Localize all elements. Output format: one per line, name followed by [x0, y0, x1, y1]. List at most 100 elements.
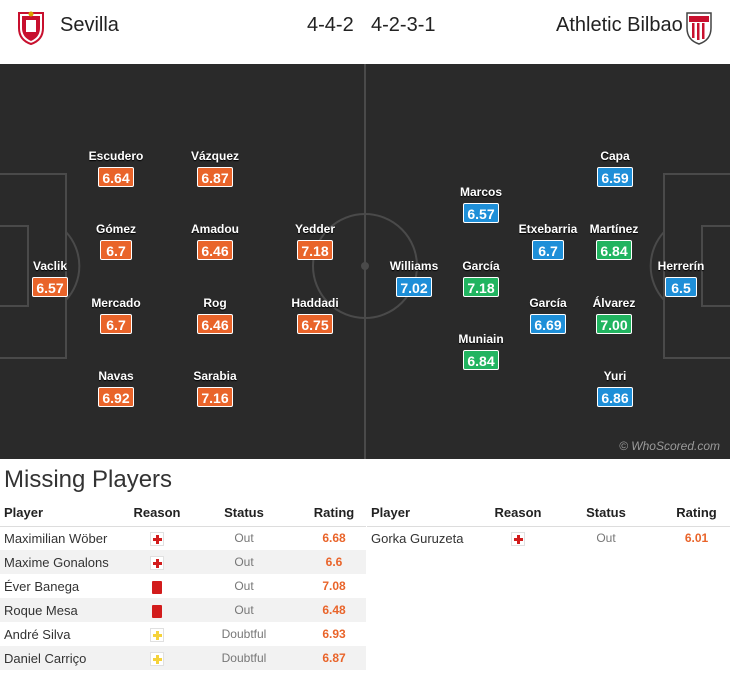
player-rating: 7.16 — [197, 387, 233, 407]
away-team-name[interactable]: Athletic Bilbao — [556, 14, 683, 36]
player-rating: 6.7 — [100, 240, 132, 260]
player-marcos[interactable]: Marcos 6.57 — [441, 185, 521, 224]
player-name: Navas — [98, 369, 134, 383]
player-name: Yuri — [603, 369, 627, 383]
player-name: Yedder — [294, 222, 336, 236]
player-name: Sarabia — [193, 369, 237, 383]
table-row[interactable]: André Silva Doubtful 6.93 — [0, 622, 366, 646]
missing-players-title: Missing Players — [4, 466, 173, 493]
doubtful-injury-icon — [150, 651, 164, 666]
missing-rating: 6.01 — [684, 531, 709, 546]
player-rating: 6.57 — [32, 277, 68, 297]
table-row[interactable]: Gorka Guruzeta Out 6.01 — [367, 526, 730, 550]
missing-rating: 6.6 — [302, 550, 366, 574]
table-row[interactable]: Roque Mesa Out 6.48 — [0, 598, 366, 622]
player-name: Etxebarria — [518, 222, 578, 236]
pitch: Vaclik 6.57 Escudero 6.64 Gómez 6.7 Merc… — [0, 64, 730, 459]
player-yuri[interactable]: Yuri 6.86 — [575, 369, 655, 408]
player-rating: 7.02 — [396, 277, 432, 297]
missing-rating: 6.93 — [322, 627, 346, 641]
missing-player-name[interactable]: André Silva — [4, 626, 71, 642]
player-rating: 6.7 — [532, 240, 564, 260]
player-rating: 6.7 — [100, 314, 132, 334]
player-rating: 6.75 — [297, 314, 333, 334]
player-gomez[interactable]: Gómez 6.7 — [76, 222, 156, 261]
player-vazquez[interactable]: Vázquez 6.87 — [175, 149, 255, 188]
player-williams[interactable]: Williams 7.02 — [374, 259, 454, 298]
player-rating: 7.18 — [463, 277, 499, 297]
player-name: Martínez — [589, 222, 639, 236]
missing-status: Doubtful — [221, 627, 267, 641]
player-herrerin[interactable]: Herrerín 6.5 — [641, 259, 721, 298]
missing-status: Out — [596, 531, 616, 546]
missing-rating: 6.48 — [302, 598, 366, 622]
missing-player-name[interactable]: Éver Banega — [4, 578, 80, 594]
player-rating: 7.18 — [297, 240, 333, 260]
table-row[interactable]: Daniel Carriço Doubtful 6.87 — [0, 646, 366, 670]
match-header: Sevilla 4-4-2 4-2-3-1 Athletic Bilbao — [0, 0, 730, 64]
table-row[interactable]: Maxime Gonalons Out 6.6 — [0, 550, 366, 574]
away-formation: 4-2-3-1 — [371, 14, 436, 36]
player-mercado[interactable]: Mercado 6.7 — [76, 296, 156, 335]
home-team-name[interactable]: Sevilla — [60, 14, 119, 36]
table-header-row: Player Reason Status Rating — [0, 500, 366, 527]
pitch-lines — [0, 64, 730, 459]
player-amadou[interactable]: Amadou 6.46 — [175, 222, 255, 261]
player-etxebarria[interactable]: Etxebarria 6.7 — [508, 222, 588, 261]
col-player: Player — [0, 500, 128, 527]
player-yedder[interactable]: Yedder 7.18 — [275, 222, 355, 261]
player-name: Vaclik — [32, 259, 68, 273]
missing-rating: 6.87 — [302, 646, 366, 670]
missing-player-name[interactable]: Maximilian Wöber — [4, 530, 108, 546]
player-vaclik[interactable]: Vaclik 6.57 — [10, 259, 90, 298]
col-rating: Rating — [663, 500, 730, 527]
player-name: Escudero — [88, 149, 144, 163]
missing-player-name[interactable]: Maxime Gonalons — [0, 550, 128, 574]
red-card-icon — [152, 580, 162, 594]
player-name: Rog — [203, 296, 227, 310]
player-rating: 6.86 — [597, 387, 633, 407]
player-name: García — [529, 296, 567, 310]
player-capa[interactable]: Capa 6.59 — [575, 149, 655, 188]
missing-player-name[interactable]: Gorka Guruzeta — [371, 530, 464, 546]
player-navas[interactable]: Navas 6.92 — [76, 369, 156, 408]
athletic-bilbao-crest-icon[interactable] — [684, 10, 714, 46]
player-haddadi[interactable]: Haddadi 6.75 — [275, 296, 355, 335]
player-rating: 6.69 — [530, 314, 566, 334]
player-muniain[interactable]: Muniain 6.84 — [441, 332, 521, 371]
player-garcia-mid[interactable]: García 6.69 — [508, 296, 588, 335]
player-name: Williams — [389, 259, 439, 273]
table-row[interactable]: Éver Banega Out 7.08 — [0, 574, 366, 598]
missing-player-name[interactable]: Daniel Carriço — [0, 646, 128, 670]
player-escudero[interactable]: Escudero 6.64 — [76, 149, 156, 188]
table-header-row: Player Reason Status Rating — [367, 500, 730, 527]
sevilla-crest-icon[interactable] — [16, 10, 46, 46]
player-rating: 6.84 — [463, 350, 499, 370]
player-name: Álvarez — [592, 296, 636, 310]
home-missing-table: Player Reason Status Rating Maximilian W… — [0, 500, 366, 670]
player-martinez[interactable]: Martínez 6.84 — [574, 222, 654, 261]
col-status: Status — [186, 500, 302, 527]
player-name: Mercado — [91, 296, 141, 310]
player-alvarez[interactable]: Álvarez 7.00 — [574, 296, 654, 335]
whoscored-credit: © WhoScored.com — [619, 439, 720, 453]
player-rog[interactable]: Rog 6.46 — [175, 296, 255, 335]
table-row[interactable]: Maximilian Wöber Out 6.68 — [0, 526, 366, 550]
missing-status: Out — [186, 550, 302, 574]
player-garcia-am[interactable]: García 7.18 — [441, 259, 521, 298]
player-rating: 6.92 — [98, 387, 134, 407]
player-rating: 6.5 — [665, 277, 697, 297]
col-reason: Reason — [487, 500, 549, 527]
player-name: Vázquez — [190, 149, 239, 163]
player-name: Haddadi — [291, 296, 339, 310]
missing-rating: 6.68 — [322, 531, 346, 546]
player-rating: 6.46 — [197, 314, 233, 334]
player-name: Gómez — [95, 222, 136, 236]
missing-status: Out — [234, 579, 254, 593]
player-rating: 6.84 — [596, 240, 632, 260]
missing-status: Doubtful — [186, 646, 302, 670]
player-sarabia[interactable]: Sarabia 7.16 — [175, 369, 255, 408]
missing-player-name[interactable]: Roque Mesa — [0, 598, 128, 622]
red-card-icon — [152, 604, 162, 618]
player-rating: 6.57 — [463, 203, 499, 223]
